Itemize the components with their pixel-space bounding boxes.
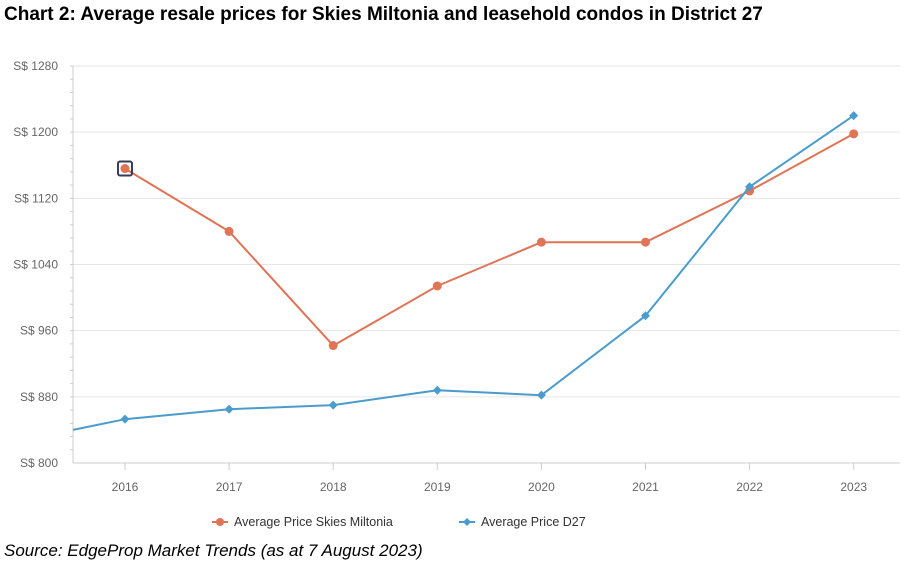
legend-item[interactable]: Average Price Skies Miltonia — [212, 515, 393, 529]
x-axis: 2016 2017 2018 2019 2020 2021 2022 2023 — [73, 462, 900, 494]
source-note: Source: EdgeProp Market Trends (as at 7 … — [4, 541, 423, 560]
x-tick-label: 2023 — [840, 480, 867, 494]
x-tick-label: 2022 — [736, 480, 763, 494]
series-line — [124, 132, 855, 347]
x-tick-label: 2021 — [632, 480, 659, 494]
legend-swatch-marker — [463, 518, 471, 526]
legend-label: Average Price Skies Miltonia — [234, 515, 393, 529]
data-point[interactable] — [120, 164, 130, 174]
data-point[interactable] — [641, 237, 650, 247]
data-point[interactable] — [224, 226, 234, 236]
y-tick-label: S$ 960 — [20, 324, 58, 338]
data-point[interactable] — [432, 281, 442, 291]
data-point[interactable] — [224, 404, 234, 414]
legend-swatch-marker — [216, 518, 224, 526]
y-tick-label: S$ 800 — [20, 456, 58, 470]
data-point[interactable] — [536, 390, 546, 400]
legend-item[interactable]: Average Price D27 — [459, 515, 586, 529]
y-axis: S$ 800 S$ 880 S$ 960 S$ 1040 S$ 1120 S$ 1200 S… — [13, 59, 74, 470]
data-point[interactable] — [849, 129, 859, 139]
y-tick-label: S$ 1040 — [13, 258, 58, 272]
y-tick-label: S$ 1200 — [13, 125, 58, 139]
data-point[interactable] — [328, 400, 338, 410]
data-point[interactable] — [432, 385, 442, 395]
legend: Average Price Skies Miltonia Average Pric… — [212, 515, 586, 529]
x-tick-label: 2016 — [112, 480, 139, 494]
x-tick-label: 2017 — [216, 480, 243, 494]
series-d27 — [72, 111, 859, 431]
x-tick-label: 2018 — [320, 480, 347, 494]
y-tick-label: S$ 880 — [20, 390, 58, 404]
y-tick-label: S$ 1280 — [13, 59, 58, 73]
data-point[interactable] — [745, 182, 755, 192]
data-point[interactable] — [536, 237, 546, 247]
series-skies-miltonia — [117, 129, 859, 351]
y-tick-label: S$ 1120 — [14, 191, 58, 205]
x-tick-label: 2019 — [424, 480, 451, 494]
data-point[interactable] — [120, 414, 130, 424]
x-tick-label: 2020 — [528, 480, 555, 494]
data-point[interactable] — [328, 341, 338, 351]
data-point[interactable] — [849, 111, 859, 121]
series-line — [72, 114, 855, 431]
chart-title: Chart 2: Average resale prices for Skies… — [4, 4, 763, 25]
legend-label: Average Price D27 — [481, 515, 586, 529]
series-group — [72, 111, 859, 431]
data-point[interactable] — [641, 311, 650, 321]
highlight-marker — [117, 160, 133, 177]
